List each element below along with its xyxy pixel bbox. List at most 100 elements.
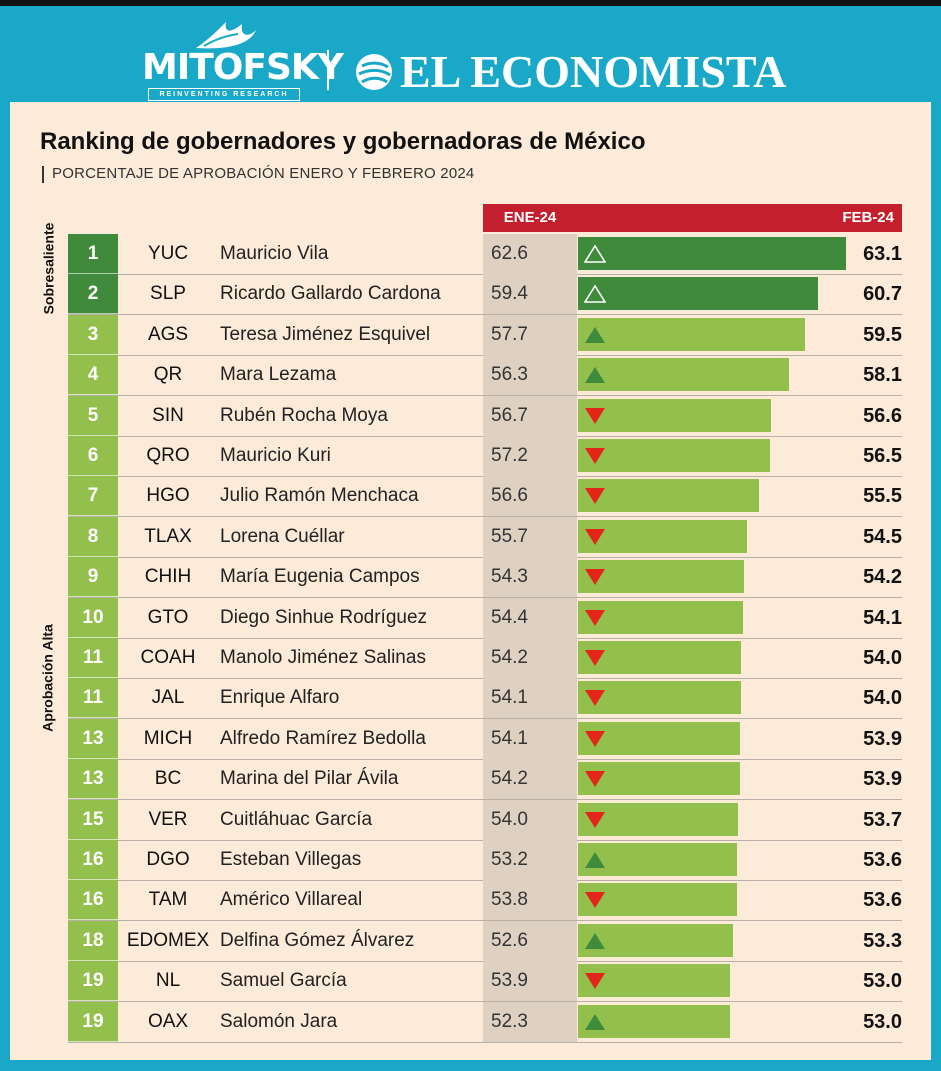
bird-logo-icon <box>196 22 256 49</box>
ene-value: 52.6 <box>483 920 577 961</box>
rank-cell: 5 <box>68 395 118 436</box>
feb-value: 53.3 <box>863 929 902 952</box>
feb-bar <box>578 237 846 270</box>
governor-name: Marina del Pilar Ávila <box>220 768 399 790</box>
feb-value: 54.1 <box>863 606 902 629</box>
governor-name: Cuitláhuac García <box>220 808 373 830</box>
table-row: 7 HGO Julio Ramón Menchaca 56.6 55.5 <box>68 476 902 518</box>
ene-value: 54.2 <box>483 638 577 678</box>
governor-name: Américo Villareal <box>220 889 363 911</box>
table-row: 13 BC Marina del Pilar Ávila 54.2 53.9 <box>68 759 902 801</box>
ene-value: 53.2 <box>483 840 577 880</box>
feb-value: 54.5 <box>863 525 902 548</box>
feb-bar <box>578 681 742 715</box>
ene-value: 59.4 <box>483 274 577 315</box>
feb-value: 60.7 <box>863 283 902 306</box>
governor-name: Ricardo Gallardo Cardona <box>220 283 441 305</box>
rank-cell: 11 <box>68 678 118 719</box>
feb-bar <box>578 560 744 594</box>
top-strip <box>0 0 941 6</box>
mitofsky-logo: MITOFSKY REINVENTING RESEARCH <box>142 22 344 104</box>
feb-value: 56.5 <box>863 445 902 467</box>
feb-value: 53.0 <box>863 970 902 993</box>
feb-bar <box>578 762 741 796</box>
state-abbr: OAX <box>147 1010 189 1032</box>
state-abbr: BC <box>154 768 182 790</box>
trend-down-icon <box>585 609 605 626</box>
governor-name: Julio Ramón Menchaca <box>220 485 419 507</box>
trend-up-icon <box>584 284 606 304</box>
trend-down-icon <box>585 771 605 788</box>
state-abbr: AGS <box>147 323 189 345</box>
trend-up-icon <box>585 326 605 343</box>
ene-value: 54.2 <box>483 759 577 800</box>
ene-value: 54.0 <box>483 799 577 840</box>
el-economista-wordmark: EL ECONOMISTA <box>400 46 787 97</box>
table-row: 16 TAM Américo Villareal 53.8 53.6 <box>68 880 902 922</box>
trend-down-icon <box>585 892 605 909</box>
table-row: 11 COAH Manolo Jiménez Salinas 54.2 54.0 <box>68 638 902 679</box>
governor-name: Diego Sinhue Rodríguez <box>220 606 428 628</box>
feb-value: 63.1 <box>863 243 902 265</box>
state-abbr: QR <box>153 364 183 386</box>
feb-value: 54.2 <box>863 566 902 589</box>
ene-value: 54.4 <box>483 597 577 638</box>
state-abbr: NL <box>155 970 181 992</box>
governor-name: Alfredo Ramírez Bedolla <box>220 727 426 749</box>
feb-bar <box>578 358 789 392</box>
group-label-sobresaliente: Sobresaliente <box>39 222 56 315</box>
table-row: 2 SLP Ricardo Gallardo Cardona 59.4 60.7 <box>68 274 902 316</box>
mitofsky-wordmark: MITOFSKY <box>142 47 344 88</box>
feb-value: 56.6 <box>863 404 902 427</box>
rank-cell: 13 <box>68 718 118 759</box>
table-row: 8 TLAX Lorena Cuéllar 55.7 54.5 <box>68 516 902 558</box>
table-row: 11 JAL Enrique Alfaro 54.1 54.0 <box>68 678 902 720</box>
rank-cell: 13 <box>68 759 118 800</box>
ene-value: 55.7 <box>483 516 577 557</box>
table-row: 18 EDOMEX Delfina Gómez Álvarez 52.6 53.3 <box>68 920 902 962</box>
governor-name: Mauricio Vila <box>220 243 329 264</box>
ene-value: 53.8 <box>483 880 577 921</box>
trend-down-icon <box>585 528 605 545</box>
ene-value: 62.6 <box>483 234 577 274</box>
rank-cell: 15 <box>68 799 118 840</box>
trend-down-icon <box>585 448 605 464</box>
trend-down-icon <box>585 488 605 505</box>
governor-name: Salomón Jara <box>220 1010 338 1032</box>
trend-down-icon <box>585 650 605 666</box>
rank-cell: 10 <box>68 597 118 638</box>
state-abbr: QRO <box>146 445 190 466</box>
governor-name: Samuel García <box>220 970 347 992</box>
governor-name: Teresa Jiménez Esquivel <box>220 323 431 345</box>
rank-cell: 9 <box>68 557 118 598</box>
ene-value: 57.2 <box>483 436 577 476</box>
feb-bar <box>578 843 737 876</box>
state-abbr: EDOMEX <box>126 929 210 951</box>
feb-value: 58.1 <box>863 364 902 387</box>
feb-bar <box>578 600 743 634</box>
rank-cell: 16 <box>68 880 118 921</box>
ene-value: 52.3 <box>483 1001 577 1042</box>
governor-name: Mauricio Kuri <box>220 445 331 466</box>
feb-value: 53.9 <box>863 727 902 750</box>
state-abbr: MICH <box>143 727 193 749</box>
table-row: 19 OAX Salomón Jara 52.3 53.0 <box>68 1001 902 1043</box>
table-row: 10 GTO Diego Sinhue Rodríguez 54.4 54.1 <box>68 597 902 639</box>
state-abbr: SLP <box>150 283 186 305</box>
rank-cell: 3 <box>68 314 118 355</box>
feb-value: 53.6 <box>863 889 902 912</box>
table-row: 1 YUC Mauricio Vila 62.6 63.1 <box>68 234 902 275</box>
feb-bar <box>578 964 730 998</box>
state-abbr: TLAX <box>144 525 192 547</box>
table-row: 19 NL Samuel García 53.9 53.0 <box>68 961 902 1003</box>
feb-value: 53.0 <box>863 1010 902 1033</box>
table-row: 13 MICH Alfredo Ramírez Bedolla 54.1 53.9 <box>68 718 902 760</box>
trend-down-icon <box>585 973 605 990</box>
feb-bar <box>578 923 734 957</box>
trend-up-icon <box>585 852 605 868</box>
table-row: 5 SIN Rubén Rocha Moya 56.7 56.6 <box>68 395 902 437</box>
table-row: 15 VER Cuitláhuac García 54.0 53.7 <box>68 799 902 841</box>
feb-bar <box>578 439 771 472</box>
state-abbr: COAH <box>140 647 196 668</box>
state-abbr: VER <box>148 808 188 830</box>
